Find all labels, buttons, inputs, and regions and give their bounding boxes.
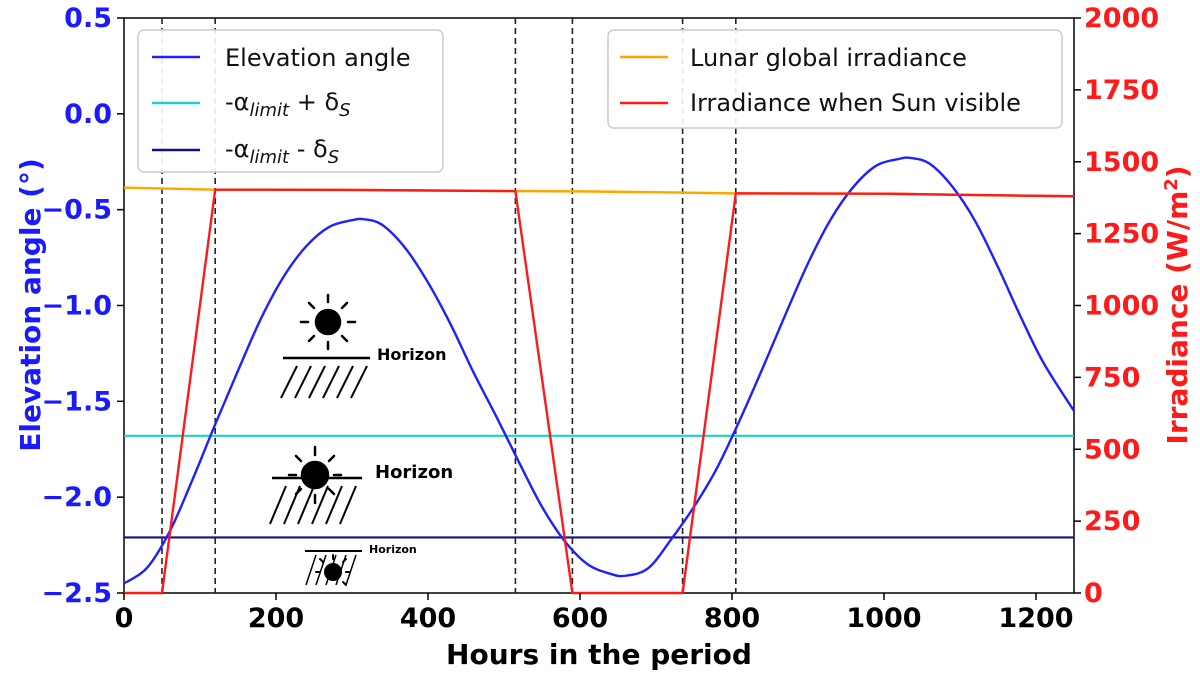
sun-on-horizon-pictogram: Horizon: [269, 445, 453, 525]
sun-below-horizon-pictogram: Horizon: [305, 543, 417, 586]
ground-hatch: [280, 365, 368, 399]
legend-label-limit-plus: -αlimit + δS: [225, 88, 351, 121]
legend-label-limit-minus: -αlimit - δS: [225, 135, 339, 168]
right-tick-label: 500: [1084, 434, 1140, 465]
x-tick-label: 400: [400, 603, 456, 634]
right-tick-label: 1250: [1084, 219, 1159, 250]
legend-label-elevation: Elevation angle: [225, 44, 411, 72]
legend-right-box: [607, 29, 1063, 129]
horizon-label: Horizon: [375, 462, 453, 483]
x-tick-label: 1000: [846, 603, 921, 634]
x-tick-label: 200: [248, 603, 304, 634]
right-tick-label: 1750: [1084, 75, 1159, 106]
sun-icon: [299, 293, 357, 351]
bottom-axis: 0 200 400 600 800 1000 1200: [115, 593, 1074, 634]
ground-hatch: [269, 485, 357, 525]
right-tick-label: 1500: [1084, 147, 1159, 178]
x-tick-label: 600: [552, 603, 608, 634]
right-tick-label: 1000: [1084, 291, 1159, 322]
legend-label-lunar: Lunar global irradiance: [690, 44, 967, 72]
legend-right: Lunar global irradiance Irradiance when …: [607, 29, 1063, 129]
left-tick-label: 0.0: [64, 99, 112, 130]
series-layer: [123, 156, 1076, 595]
y-axis-label-right: Irradiance (W/m2): [1161, 165, 1195, 444]
left-tick-label: −1.0: [42, 291, 112, 322]
sun-icon: [315, 554, 351, 586]
x-tick-label: 0: [115, 603, 134, 634]
right-tick-label: 750: [1084, 362, 1140, 393]
left-axis: 0.5 0.0 −0.5 −1.0 −1.5 −2.0 −2.5: [42, 3, 124, 609]
sun-above-horizon-pictogram: Horizon: [280, 293, 446, 399]
horizon-label: Horizon: [377, 345, 446, 364]
horizon-label: Horizon: [369, 543, 417, 556]
left-tick-label: 0.5: [64, 3, 112, 34]
right-axis: 2000 1750 1500 1250 1000 750 500 250 0: [1074, 3, 1159, 609]
x-axis-label: Hours in the period: [446, 638, 752, 671]
legend-left-box: [137, 29, 444, 173]
y-axis-label-left: Elevation angle (°): [14, 158, 47, 452]
legend-label-sun-visible: Irradiance when Sun visible: [690, 89, 1021, 117]
hlines-layer: [124, 434, 1074, 539]
x-tick-label: 800: [704, 603, 760, 634]
x-tick-label: 1200: [998, 603, 1073, 634]
left-tick-label: −0.5: [42, 195, 112, 226]
legend-left: Elevation angle -αlimit + δS -αlimit - δ…: [137, 29, 444, 173]
right-tick-label: 0: [1084, 578, 1103, 609]
right-tick-label: 2000: [1084, 3, 1159, 34]
series-elevation-angle: [123, 156, 1076, 585]
left-tick-label: −2.5: [42, 578, 112, 609]
left-tick-label: −2.0: [42, 482, 112, 513]
left-tick-label: −1.5: [42, 386, 112, 417]
series-sun-visible-irradiance: [124, 188, 1075, 595]
right-tick-label: 250: [1084, 506, 1140, 537]
